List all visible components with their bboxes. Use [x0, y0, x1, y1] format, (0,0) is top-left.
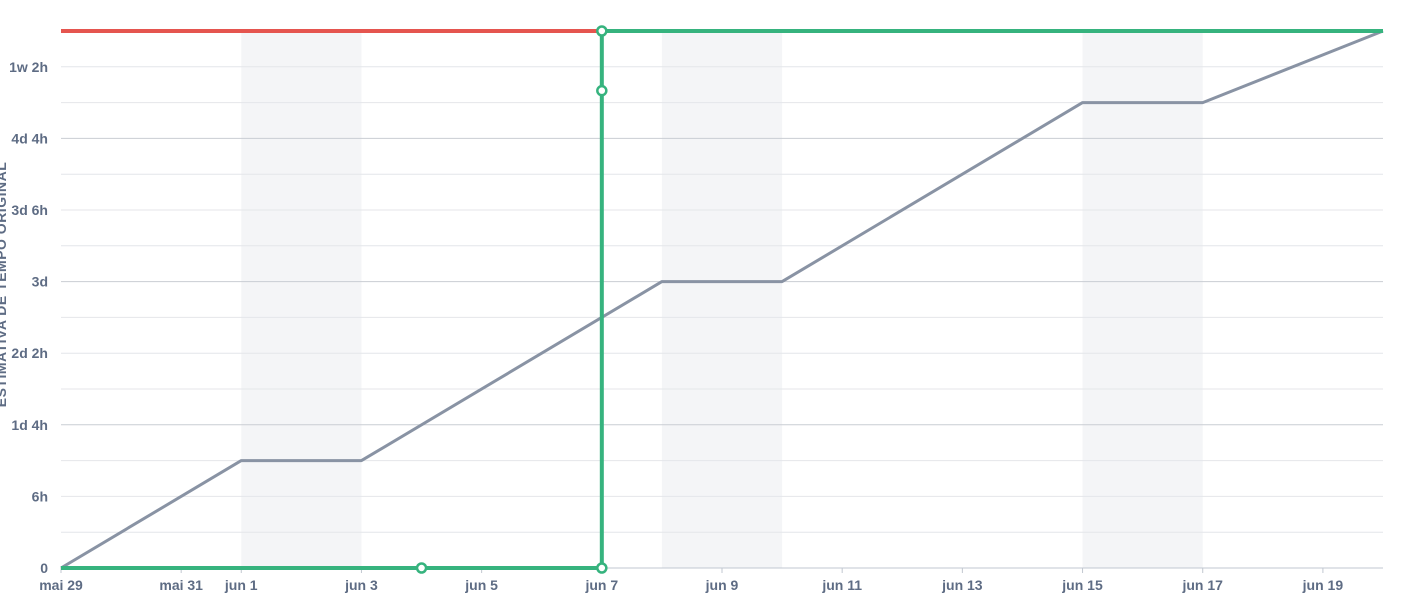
x-tick-label: jun 19	[1302, 577, 1344, 593]
y-tick-label: 1w 2h	[9, 59, 48, 75]
x-axis-tick-labels: mai 29 mai 31 jun 1 jun 3 jun 5 jun 7 jun 9 jun…	[39, 568, 1343, 593]
data-point-marker[interactable]	[417, 564, 426, 573]
y-tick-label: 3d	[32, 274, 48, 290]
non-working-day-bands	[241, 31, 1202, 568]
y-axis-tick-labels: 0 6h 1d 4h 2d 2h 3d 3d 6h 4d 4h 1w 2h	[9, 59, 48, 576]
x-tick-label: jun 3	[344, 577, 378, 593]
x-tick-label: mai 31	[159, 577, 203, 593]
data-point-marker[interactable]	[597, 564, 606, 573]
non-working-band	[241, 31, 361, 568]
y-tick-label: 3d 6h	[11, 202, 48, 218]
x-tick-label: jun 15	[1061, 577, 1103, 593]
y-tick-label: 1d 4h	[11, 417, 48, 433]
x-tick-label: mai 29	[39, 577, 83, 593]
y-tick-label: 0	[40, 560, 48, 576]
non-working-band	[1083, 31, 1203, 568]
y-tick-label: 4d 4h	[11, 130, 48, 146]
data-point-marker[interactable]	[597, 86, 606, 95]
x-tick-label: jun 17	[1181, 577, 1223, 593]
non-working-band	[662, 31, 782, 568]
x-tick-label: jun 9	[705, 577, 739, 593]
x-tick-label: jun 7	[584, 577, 618, 593]
y-tick-label: 2d 2h	[11, 345, 48, 361]
series-markers[interactable]	[417, 27, 606, 573]
data-point-marker[interactable]	[597, 27, 606, 36]
x-tick-label: jun 1	[224, 577, 258, 593]
x-tick-label: jun 11	[821, 577, 862, 593]
y-axis-label: ESTIMATIVA DE TEMPO ORIGINAL	[0, 162, 9, 408]
x-tick-label: jun 13	[941, 577, 983, 593]
y-tick-label: 6h	[32, 488, 48, 504]
x-tick-label: jun 5	[464, 577, 498, 593]
